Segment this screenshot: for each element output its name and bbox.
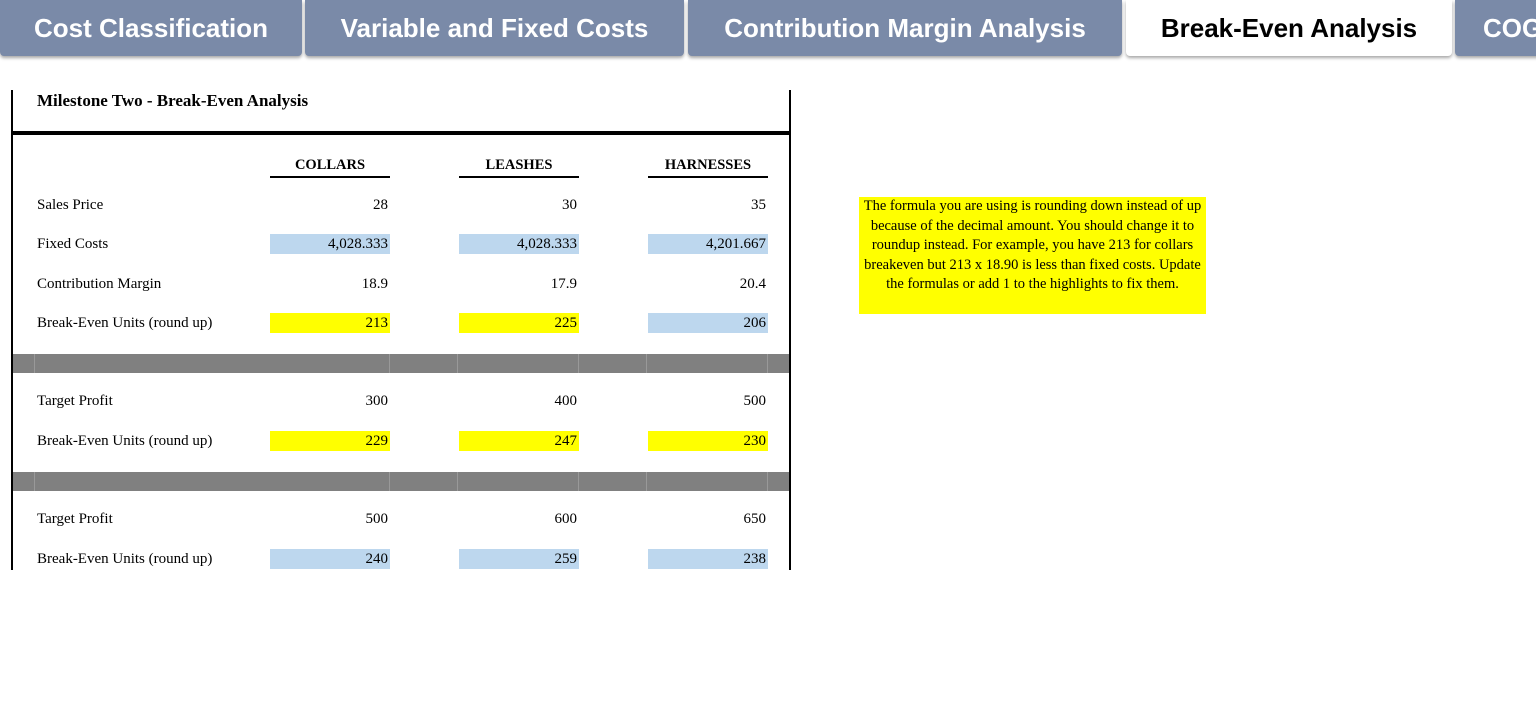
cell-value: 4,028.333 bbox=[459, 234, 579, 254]
cell-value: 500 bbox=[743, 393, 767, 409]
cell-value: 300 bbox=[365, 393, 389, 409]
cell-value: 650 bbox=[743, 511, 767, 527]
sheet-tab[interactable]: Cost Classification bbox=[0, 0, 302, 56]
column-header: COLLARS bbox=[270, 154, 390, 178]
cell-value: 247 bbox=[459, 431, 579, 451]
cell-value: 238 bbox=[648, 549, 768, 569]
sheet-tab[interactable]: COG bbox=[1455, 0, 1536, 56]
cell-value: 240 bbox=[270, 549, 390, 569]
cell-value: 400 bbox=[554, 393, 578, 409]
cell-value: 600 bbox=[554, 511, 578, 527]
cell-value: 229 bbox=[270, 431, 390, 451]
cell-value: 213 bbox=[270, 313, 390, 333]
row-label: Target Profit bbox=[37, 511, 113, 527]
column-header: HARNESSES bbox=[648, 154, 768, 178]
sheet-tab[interactable]: Contribution Margin Analysis bbox=[688, 0, 1122, 56]
row-label: Break-Even Units (round up) bbox=[37, 315, 213, 331]
cell-value: 17.9 bbox=[550, 276, 577, 292]
sheet-tab[interactable]: Break-Even Analysis bbox=[1126, 0, 1452, 56]
row-label: Target Profit bbox=[37, 393, 113, 409]
column-header: LEASHES bbox=[459, 154, 579, 178]
cell-value: 20.4 bbox=[739, 276, 766, 292]
cell-value: 259 bbox=[459, 549, 579, 569]
sheet-title: Milestone Two - Break-Even Analysis bbox=[37, 91, 309, 110]
row-label: Fixed Costs bbox=[37, 236, 109, 252]
cell-value: 230 bbox=[648, 431, 768, 451]
row-label: Sales Price bbox=[37, 197, 104, 213]
sheet-tab[interactable]: Variable and Fixed Costs bbox=[305, 0, 684, 56]
comment-note: The formula you are using is rounding do… bbox=[859, 197, 1206, 314]
cell-value: 225 bbox=[459, 313, 579, 333]
cell-value: 206 bbox=[648, 313, 768, 333]
row-label: Contribution Margin bbox=[37, 276, 162, 292]
divider bbox=[13, 131, 789, 135]
cell-value: 35 bbox=[751, 197, 766, 213]
cell-value: 4,201.667 bbox=[648, 234, 768, 254]
separator-band bbox=[13, 354, 789, 373]
cell-value: 18.9 bbox=[361, 276, 388, 292]
row-label: Break-Even Units (round up) bbox=[37, 433, 213, 449]
row-label: Break-Even Units (round up) bbox=[37, 551, 213, 567]
cell-value: 28 bbox=[373, 197, 388, 213]
separator-band bbox=[13, 472, 789, 491]
worksheet: Milestone Two - Break-Even Analysis COLL… bbox=[11, 90, 791, 570]
cell-value: 30 bbox=[562, 197, 577, 213]
cell-value: 4,028.333 bbox=[270, 234, 390, 254]
cell-value: 500 bbox=[365, 511, 389, 527]
